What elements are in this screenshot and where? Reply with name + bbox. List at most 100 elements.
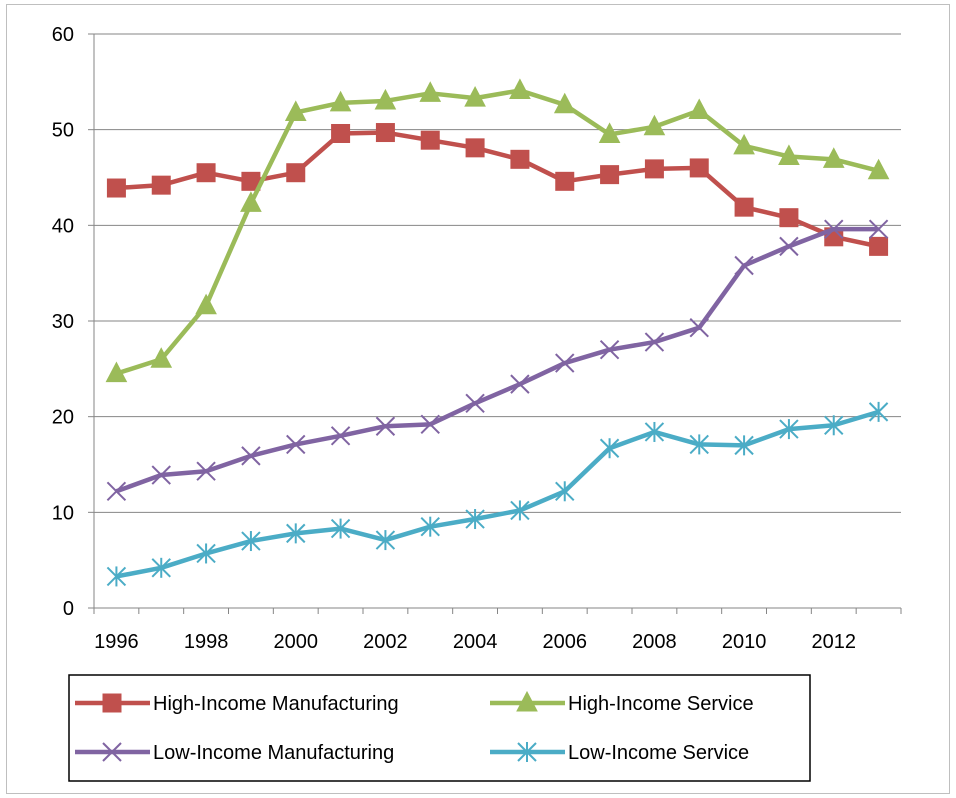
data-point-marker	[644, 421, 665, 442]
data-point-marker	[734, 435, 754, 456]
data-point-marker	[420, 130, 440, 150]
data-point-marker	[510, 374, 530, 394]
data-point-marker	[150, 347, 173, 368]
data-point-marker	[778, 144, 800, 165]
data-point-marker	[151, 557, 171, 578]
series-high-income-manufacturing	[106, 123, 889, 256]
data-point-marker	[824, 219, 844, 239]
data-point-marker	[196, 543, 216, 564]
series-line	[115, 88, 880, 376]
data-point-marker	[868, 401, 889, 422]
data-point-marker	[688, 98, 711, 120]
axes: 0 10 20 30 40 50 60 1996 1998 2000 2002 2004 2006 200…	[52, 24, 902, 653]
data-point-marker	[510, 500, 530, 521]
y-tick-label: 30	[52, 311, 74, 333]
legend-entry: High-Income Manufacturing	[75, 693, 399, 715]
legend-label: Low-Income Manufacturing	[153, 742, 394, 764]
data-point-marker	[517, 742, 537, 762]
data-point-marker	[330, 426, 351, 446]
data-point-marker	[555, 171, 575, 191]
data-point-marker	[464, 86, 486, 107]
data-point-marker	[644, 159, 664, 179]
data-point-marker	[106, 566, 127, 587]
y-tick-label: 10	[52, 502, 74, 524]
gridlines	[94, 33, 901, 513]
data-point-marker	[644, 332, 665, 352]
legend-label: High-Income Manufacturing	[153, 693, 399, 715]
data-point-marker	[555, 481, 575, 502]
data-point-marker	[516, 690, 538, 712]
x-tick-label: 1996	[94, 631, 139, 653]
series-high-income-service	[105, 78, 890, 383]
data-point-marker	[689, 158, 709, 178]
data-point-marker	[420, 414, 440, 435]
data-point-marker	[195, 293, 217, 315]
data-point-marker	[555, 353, 575, 373]
data-point-marker	[465, 509, 485, 530]
y-tick-label: 40	[52, 215, 74, 237]
legend-entry: Low-Income Service	[490, 742, 749, 764]
x-tick-label: 2010	[722, 631, 767, 653]
data-point-marker	[599, 339, 620, 360]
data-point-marker	[599, 438, 620, 459]
chart-frame	[6, 4, 950, 794]
data-point-marker	[106, 481, 127, 501]
data-point-marker	[240, 191, 262, 212]
y-tick-label: 60	[52, 24, 74, 46]
data-point-marker	[600, 165, 620, 185]
data-point-marker	[867, 158, 890, 180]
data-point-marker	[241, 446, 261, 466]
data-point-marker	[779, 236, 799, 257]
data-point-marker	[733, 133, 755, 155]
data-point-marker	[509, 78, 531, 99]
data-point-marker	[869, 236, 889, 256]
data-point-marker	[375, 416, 396, 436]
data-point-marker	[331, 123, 351, 143]
legend: High-Income Manufacturing High-Income Ser…	[68, 674, 811, 782]
legend-label: High-Income Service	[568, 693, 754, 715]
x-tick-label: 2006	[543, 631, 588, 653]
data-point-marker	[734, 255, 754, 276]
data-point-marker	[106, 178, 126, 198]
data-point-marker	[330, 518, 351, 539]
data-point-marker	[734, 197, 754, 217]
series-lines	[105, 78, 890, 587]
data-point-marker	[196, 163, 216, 183]
series-line	[115, 226, 879, 494]
data-point-marker	[822, 147, 845, 168]
legend-entry: Low-Income Manufacturing	[75, 742, 394, 764]
legend-label: Low-Income Service	[568, 742, 749, 764]
data-point-marker	[779, 208, 799, 228]
data-point-marker	[689, 434, 709, 455]
data-point-marker	[465, 138, 485, 158]
x-tick-label: 2008	[632, 631, 677, 653]
data-point-marker	[419, 81, 442, 102]
data-point-marker	[151, 465, 171, 485]
x-tick-label: 2002	[363, 631, 408, 653]
data-point-marker	[598, 122, 621, 143]
data-point-marker	[329, 90, 352, 112]
data-point-marker	[151, 175, 171, 195]
data-point-marker	[105, 361, 128, 383]
x-tick-label: 2012	[812, 631, 857, 653]
data-point-marker	[286, 163, 306, 183]
data-point-marker	[241, 531, 261, 552]
data-point-marker	[553, 92, 576, 114]
y-tick-label: 0	[63, 598, 74, 620]
data-point-marker	[465, 393, 485, 413]
data-point-marker	[375, 123, 395, 143]
data-point-marker	[868, 219, 889, 239]
data-point-marker	[286, 434, 306, 455]
legend-box	[68, 674, 811, 782]
data-point-marker	[510, 149, 530, 169]
y-tick-label: 50	[52, 120, 74, 142]
legend-entry: High-Income Service	[490, 690, 754, 715]
data-point-marker	[196, 461, 216, 481]
x-tick-label: 1998	[184, 631, 229, 653]
data-point-marker	[824, 415, 844, 436]
series-low-income-manufacturing	[106, 219, 889, 501]
series-line	[115, 409, 880, 579]
data-point-marker	[689, 317, 709, 338]
data-point-marker	[643, 114, 666, 136]
